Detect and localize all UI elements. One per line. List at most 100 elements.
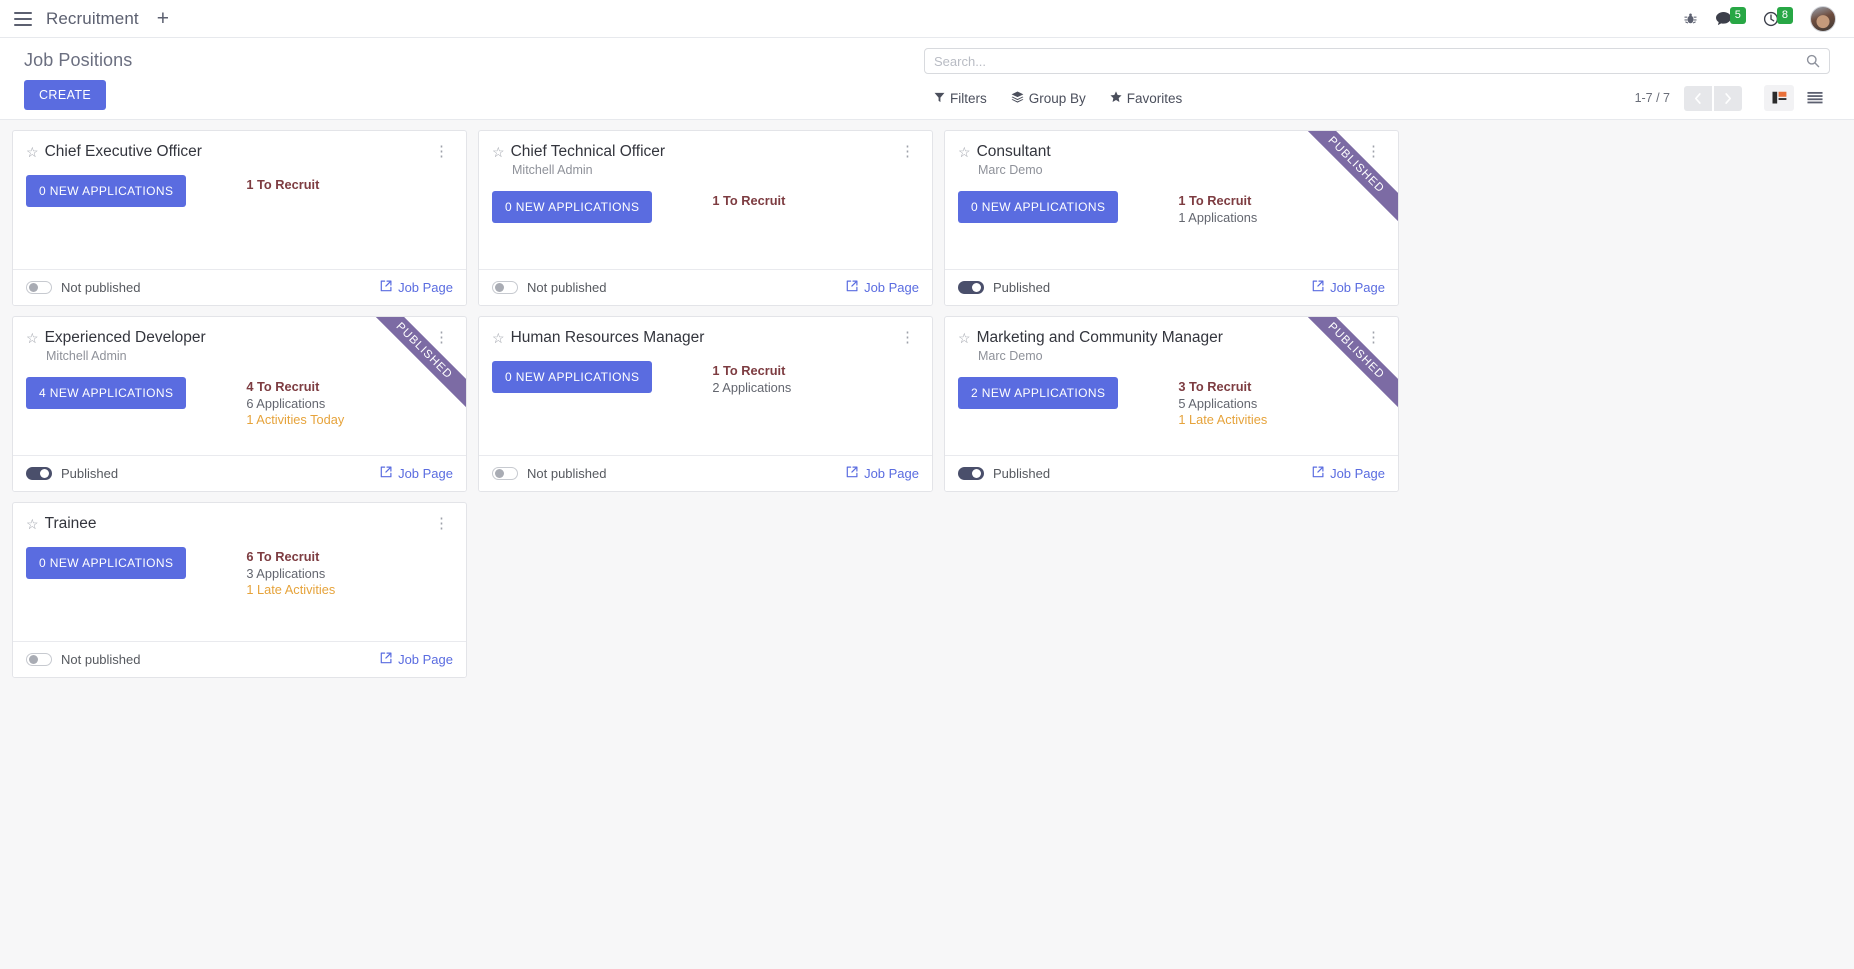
job-position-card[interactable]: ☆ Chief Technical Officer Mitchell Admin… (478, 130, 933, 306)
card-menu-icon[interactable]: ⋮ (434, 515, 449, 532)
job-position-card[interactable]: ☆ Human Resources Manager ⋮ 0 NEW APPLIC… (478, 316, 933, 492)
page-title: Job Positions (24, 50, 133, 70)
publish-toggle[interactable] (958, 281, 984, 294)
job-page-label: Job Page (398, 652, 453, 667)
filters-label: Filters (950, 90, 987, 106)
new-applications-button[interactable]: 0 NEW APPLICATIONS (958, 191, 1119, 224)
publish-toggle[interactable] (492, 281, 518, 294)
publish-toggle[interactable] (492, 467, 518, 480)
publish-toggle-wrap[interactable]: Published (958, 280, 1050, 295)
filter-funnel-icon (934, 91, 945, 106)
new-applications-button[interactable]: 0 NEW APPLICATIONS (26, 547, 187, 580)
job-position-card[interactable]: PUBLISHED ☆ Consultant Marc Demo ⋮ 0 NEW… (944, 130, 1399, 306)
list-view-button[interactable] (1800, 85, 1830, 111)
kanban-icon (1772, 91, 1786, 104)
add-tab-button[interactable]: + (156, 7, 170, 30)
pager-next-button[interactable] (1714, 85, 1742, 111)
card-menu-icon[interactable]: ⋮ (1366, 329, 1381, 346)
avatar[interactable] (1810, 5, 1836, 32)
job-position-card[interactable]: PUBLISHED ☆ Experienced Developer Mitche… (12, 316, 467, 492)
search-icon[interactable] (1806, 54, 1820, 68)
applications-count[interactable]: 3 Applications (246, 565, 326, 581)
to-recruit-count[interactable]: 6 To Recruit (246, 549, 320, 565)
publish-toggle[interactable] (26, 467, 52, 480)
job-position-title[interactable]: Chief Executive Officer (44, 143, 202, 160)
job-position-card[interactable]: ☆ Chief Executive Officer ⋮ 0 NEW APPLIC… (12, 130, 467, 306)
activities-count[interactable]: 1 Late Activities (1178, 412, 1268, 428)
job-position-title[interactable]: Marketing and Community Manager (976, 329, 1223, 346)
new-applications-button[interactable]: 0 NEW APPLICATIONS (492, 191, 653, 224)
applications-count[interactable]: 2 Applications (712, 379, 792, 395)
job-page-link[interactable]: Job Page (380, 466, 453, 481)
publish-toggle[interactable] (958, 467, 984, 480)
card-header: ☆ Consultant Marc Demo ⋮ (958, 142, 1385, 177)
publish-toggle-wrap[interactable]: Published (26, 466, 118, 481)
bug-icon[interactable] (1683, 11, 1698, 26)
to-recruit-count[interactable]: 1 To Recruit (712, 363, 786, 379)
to-recruit-count[interactable]: 1 To Recruit (1178, 193, 1252, 209)
new-applications-button[interactable]: 0 NEW APPLICATIONS (26, 175, 187, 208)
hamburger-menu-icon[interactable] (14, 11, 32, 26)
to-recruit-count[interactable]: 4 To Recruit (246, 379, 320, 395)
new-applications-button[interactable]: 0 NEW APPLICATIONS (492, 361, 653, 394)
job-position-card[interactable]: PUBLISHED ☆ Marketing and Community Mana… (944, 316, 1399, 492)
job-page-link[interactable]: Job Page (846, 280, 919, 295)
job-page-link[interactable]: Job Page (846, 466, 919, 481)
new-applications-button[interactable]: 4 NEW APPLICATIONS (26, 377, 187, 410)
to-recruit-count[interactable]: 1 To Recruit (246, 177, 320, 193)
job-position-title[interactable]: Experienced Developer (44, 329, 206, 346)
publish-toggle-wrap[interactable]: Not published (492, 466, 607, 481)
external-link-icon (380, 466, 392, 481)
publish-toggle-wrap[interactable]: Published (958, 466, 1050, 481)
messages-menu[interactable]: 5 (1715, 7, 1746, 26)
publish-toggle-wrap[interactable]: Not published (26, 280, 141, 295)
kanban-view-button[interactable] (1764, 85, 1794, 111)
activities-count[interactable]: 1 Activities Today (246, 412, 345, 428)
publish-toggle[interactable] (26, 281, 52, 294)
applications-count[interactable]: 1 Applications (1178, 209, 1258, 225)
create-button[interactable]: CREATE (24, 80, 107, 110)
card-menu-icon[interactable]: ⋮ (434, 329, 449, 346)
job-position-title[interactable]: Trainee (44, 515, 97, 532)
job-page-link[interactable]: Job Page (1312, 466, 1385, 481)
to-recruit-count[interactable]: 1 To Recruit (712, 193, 786, 209)
job-position-card[interactable]: ☆ Trainee ⋮ 0 NEW APPLICATIONS 6 To Recr… (12, 502, 467, 678)
favorite-star-icon[interactable]: ☆ (26, 143, 39, 160)
publish-toggle-wrap[interactable]: Not published (492, 280, 607, 295)
applications-count[interactable]: 5 Applications (1178, 395, 1258, 411)
card-title-wrap: ☆ Marketing and Community Manager Marc D… (958, 328, 1362, 363)
job-page-link[interactable]: Job Page (1312, 280, 1385, 295)
pager-previous-button[interactable] (1684, 85, 1712, 111)
applications-count[interactable]: 6 Applications (246, 395, 326, 411)
publish-toggle[interactable] (26, 653, 52, 666)
favorite-star-icon[interactable]: ☆ (958, 143, 971, 160)
favorite-star-icon[interactable]: ☆ (26, 515, 39, 532)
card-menu-icon[interactable]: ⋮ (900, 329, 915, 346)
favorite-star-icon[interactable]: ☆ (492, 329, 505, 346)
card-content: 0 NEW APPLICATIONS 1 To Recruit (492, 191, 919, 224)
search-bar[interactable] (924, 48, 1830, 74)
card-menu-icon[interactable]: ⋮ (1366, 143, 1381, 160)
activities-count[interactable]: 1 Late Activities (246, 582, 336, 598)
pager-range: 1-7 / 7 (1634, 91, 1670, 105)
group-by-dropdown[interactable]: Group By (1011, 91, 1086, 106)
card-menu-icon[interactable]: ⋮ (900, 143, 915, 160)
favorites-dropdown[interactable]: Favorites (1110, 91, 1182, 106)
job-position-title[interactable]: Consultant (976, 143, 1051, 160)
job-page-link[interactable]: Job Page (380, 280, 453, 295)
favorite-star-icon[interactable]: ☆ (492, 143, 505, 160)
to-recruit-count[interactable]: 3 To Recruit (1178, 379, 1252, 395)
filters-dropdown[interactable]: Filters (934, 91, 987, 106)
job-position-title[interactable]: Chief Technical Officer (510, 143, 666, 160)
job-page-link[interactable]: Job Page (380, 652, 453, 667)
favorite-star-icon[interactable]: ☆ (958, 329, 971, 346)
card-menu-icon[interactable]: ⋮ (434, 143, 449, 160)
activities-menu[interactable]: 8 (1763, 6, 1793, 27)
search-input[interactable] (934, 53, 1806, 69)
favorite-star-icon[interactable]: ☆ (26, 329, 39, 346)
app-name[interactable]: Recruitment (46, 8, 139, 28)
publish-toggle-wrap[interactable]: Not published (26, 652, 141, 667)
card-body: ☆ Consultant Marc Demo ⋮ 0 NEW APPLICATI… (945, 131, 1398, 269)
new-applications-button[interactable]: 2 NEW APPLICATIONS (958, 377, 1119, 410)
job-position-title[interactable]: Human Resources Manager (510, 329, 705, 346)
